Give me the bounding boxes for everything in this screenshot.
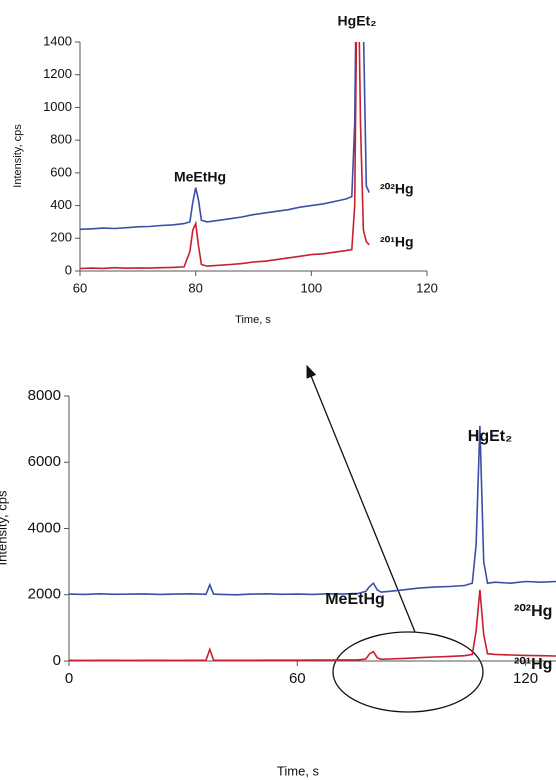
y-tick-label: 1400 <box>43 33 72 48</box>
series-line <box>69 589 556 662</box>
annotation: MeEtHg <box>325 591 385 608</box>
y-tick-label: 600 <box>50 164 72 179</box>
y-tick-label: 400 <box>50 197 72 212</box>
series-line <box>80 42 370 270</box>
x-axis-label: Time, s <box>235 314 271 326</box>
annotation: HgEt₂ <box>338 13 377 29</box>
zoom-arrow <box>306 364 416 633</box>
x-tick-label: 60 <box>289 670 306 687</box>
x-tick-label: 100 <box>300 280 322 295</box>
x-axis-label: Time, s <box>277 763 320 778</box>
series-label: ²⁰²Hg <box>514 603 552 620</box>
y-tick-label: 4000 <box>28 519 61 536</box>
x-tick-label: 0 <box>65 670 73 687</box>
x-tick-label: 60 <box>73 280 87 295</box>
y-tick-label: 0 <box>65 262 72 277</box>
y-tick-label: 800 <box>50 132 72 147</box>
y-tick-label: 1000 <box>43 99 72 114</box>
y-tick-label: 8000 <box>28 387 61 404</box>
y-tick-label: 6000 <box>28 453 61 470</box>
y-tick-label: 200 <box>50 230 72 245</box>
y-axis-label: Intensity, cps <box>0 490 9 565</box>
highlight-ellipse <box>332 631 484 713</box>
annotation: HgEt₂ <box>468 428 512 445</box>
series-label: ²⁰²Hg <box>380 181 414 197</box>
x-tick-label: 120 <box>513 670 538 687</box>
series-line <box>69 425 556 596</box>
y-tick-label: 1200 <box>43 66 72 81</box>
series-label: ²⁰¹Hg <box>380 234 414 250</box>
annotation: MeEtHg <box>174 169 226 185</box>
x-tick-label: 120 <box>416 280 438 295</box>
y-tick-label: 0 <box>53 652 61 669</box>
x-tick-label: 80 <box>188 280 202 295</box>
series-label: ²⁰¹Hg <box>514 656 552 673</box>
y-tick-label: 2000 <box>28 586 61 603</box>
series-line <box>80 42 370 231</box>
y-axis-label: Intensity, cps <box>12 124 24 188</box>
